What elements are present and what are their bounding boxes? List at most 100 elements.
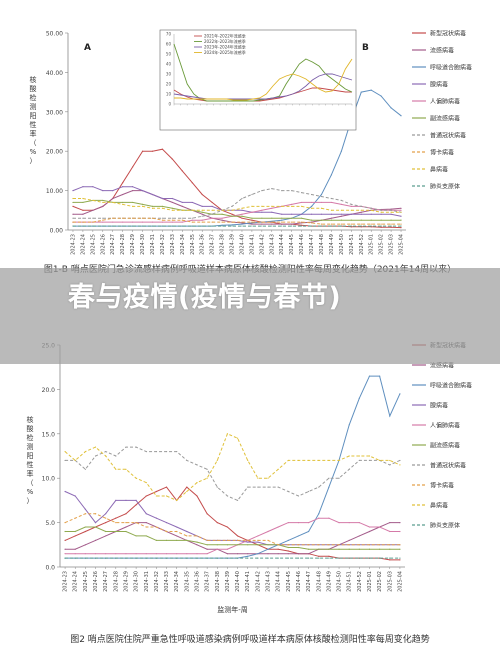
data-point	[155, 553, 157, 555]
data-point	[132, 205, 134, 207]
x-tick-label: 2024-42	[259, 234, 265, 255]
data-point	[186, 530, 188, 533]
data-point	[281, 225, 283, 227]
data-point	[145, 535, 147, 537]
data-point	[390, 213, 392, 215]
x-tick-label: 2024-45	[289, 234, 295, 255]
data-point	[308, 544, 310, 546]
legend-label: 肺炎支原体	[430, 522, 460, 530]
data-point	[368, 544, 371, 546]
x-tick-label: 2024-46	[299, 234, 305, 255]
x-tick-label: 2025-04	[397, 571, 403, 592]
data-point	[74, 548, 76, 550]
data-point	[176, 450, 178, 453]
data-point	[115, 499, 117, 501]
data-point	[155, 526, 157, 528]
data-point	[340, 215, 342, 217]
data-point	[84, 530, 86, 533]
y-axis-label: ）	[27, 497, 34, 505]
data-point	[358, 459, 360, 462]
data-point	[196, 553, 198, 555]
data-point	[247, 486, 249, 488]
data-point	[94, 522, 97, 524]
data-point	[267, 557, 269, 559]
data-point	[211, 217, 213, 219]
data-point	[308, 530, 310, 533]
data-point	[277, 486, 279, 488]
x-tick-label: 2024-29	[130, 234, 136, 255]
data-point	[191, 201, 193, 204]
data-point	[196, 557, 198, 559]
data-point	[64, 539, 66, 541]
data-point	[328, 555, 330, 557]
data-point	[181, 219, 183, 221]
data-point	[181, 225, 183, 227]
data-point	[340, 225, 342, 227]
data-point	[287, 557, 289, 559]
data-point	[191, 209, 193, 211]
data-point	[171, 209, 173, 211]
data-point	[151, 217, 154, 219]
data-point	[310, 219, 313, 221]
data-point	[206, 544, 208, 546]
data-point	[206, 468, 208, 470]
data-point	[389, 464, 391, 466]
data-point	[390, 226, 392, 228]
x-axis-label: 监测年-周	[217, 605, 248, 614]
data-point	[181, 205, 183, 207]
data-point	[211, 205, 213, 207]
data-point	[132, 221, 134, 223]
data-point	[328, 548, 330, 550]
y-tick-label: 10.0	[42, 476, 56, 483]
data-point	[241, 209, 243, 211]
data-point	[115, 517, 117, 519]
data-point	[358, 557, 360, 559]
data-point	[64, 459, 66, 462]
data-point	[176, 526, 178, 528]
data-point	[267, 548, 269, 550]
data-point	[257, 486, 259, 488]
data-point	[186, 459, 188, 462]
data-point	[161, 207, 164, 209]
data-point	[74, 517, 76, 519]
data-point	[400, 223, 402, 225]
data-point	[102, 219, 104, 221]
data-point	[82, 217, 84, 219]
data-point	[340, 203, 342, 205]
data-point	[135, 499, 137, 501]
data-point	[176, 557, 178, 559]
data-point	[287, 522, 289, 524]
data-point	[348, 424, 350, 426]
data-point	[226, 548, 229, 550]
data-point	[320, 219, 323, 221]
data-point	[390, 211, 392, 213]
data-point	[125, 557, 127, 559]
data-point	[181, 221, 183, 223]
data-point	[236, 544, 239, 546]
data-point	[176, 499, 178, 501]
legend-label: 腺病毒	[430, 402, 448, 410]
data-point	[151, 205, 154, 207]
series-line-流感病毒	[73, 190, 402, 225]
data-point	[368, 530, 371, 533]
x-tick-label: 2024-26	[93, 571, 99, 592]
data-point	[216, 486, 218, 488]
data-point	[84, 544, 86, 546]
x-tick-label: 2024-47	[306, 571, 312, 592]
data-point	[320, 213, 323, 215]
data-point	[281, 223, 283, 225]
data-point	[301, 221, 303, 223]
data-point	[221, 213, 223, 215]
data-point	[94, 557, 97, 559]
data-point	[64, 557, 66, 559]
x-tick-label: 2025-01	[369, 234, 375, 255]
x-tick-label: 2025-03	[387, 571, 393, 592]
data-point	[291, 217, 293, 219]
x-tick-label: 2024-44	[276, 571, 282, 592]
data-point	[340, 150, 342, 152]
data-point	[151, 193, 154, 196]
data-point	[389, 522, 391, 524]
data-point	[206, 557, 208, 559]
inset-legend-label: 2022年-2023年流感季	[204, 38, 246, 44]
data-point	[310, 201, 313, 204]
